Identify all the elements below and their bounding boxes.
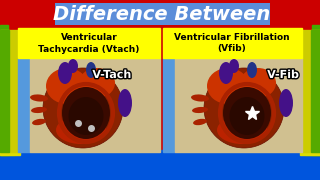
Ellipse shape	[79, 68, 115, 98]
Bar	[163, 28, 302, 58]
Ellipse shape	[279, 89, 293, 117]
Ellipse shape	[207, 68, 249, 104]
Ellipse shape	[229, 59, 239, 73]
Bar	[0, 45, 15, 155]
Ellipse shape	[193, 119, 207, 125]
FancyBboxPatch shape	[55, 3, 270, 25]
Ellipse shape	[56, 116, 106, 144]
Bar	[30, 58, 160, 152]
Bar	[311, 30, 320, 152]
Bar	[18, 28, 160, 58]
Bar	[0, 25, 8, 155]
Ellipse shape	[43, 68, 123, 148]
Ellipse shape	[62, 87, 110, 139]
Text: Difference Between: Difference Between	[53, 4, 271, 24]
Text: V-Tach: V-Tach	[92, 70, 132, 80]
Ellipse shape	[68, 97, 103, 135]
Ellipse shape	[46, 68, 88, 104]
Ellipse shape	[229, 97, 265, 135]
Bar	[18, 58, 30, 152]
Bar	[300, 50, 320, 155]
Ellipse shape	[204, 68, 284, 148]
Ellipse shape	[219, 62, 233, 84]
Bar	[302, 30, 320, 152]
Ellipse shape	[240, 68, 276, 98]
Text: (Vfib): (Vfib)	[218, 44, 246, 53]
Ellipse shape	[191, 94, 209, 102]
Ellipse shape	[192, 107, 208, 113]
Bar	[163, 58, 175, 152]
Text: Tachycardia (Vtach): Tachycardia (Vtach)	[38, 44, 140, 53]
Ellipse shape	[118, 89, 132, 117]
Text: Ventricular: Ventricular	[60, 33, 117, 42]
Ellipse shape	[247, 62, 257, 78]
Bar	[175, 58, 302, 152]
Bar	[0, 50, 20, 155]
Ellipse shape	[30, 94, 48, 102]
Ellipse shape	[223, 87, 271, 139]
Ellipse shape	[68, 59, 78, 73]
Bar	[305, 45, 320, 155]
Ellipse shape	[58, 62, 72, 84]
Text: Ventricular Fibrillation: Ventricular Fibrillation	[174, 33, 290, 42]
Ellipse shape	[86, 62, 96, 78]
Bar	[0, 30, 18, 152]
Ellipse shape	[217, 116, 267, 144]
Bar	[0, 30, 9, 152]
Bar	[0, 150, 320, 180]
Bar	[312, 25, 320, 155]
Ellipse shape	[31, 107, 47, 113]
Text: V-Fib: V-Fib	[267, 70, 299, 80]
Ellipse shape	[32, 119, 46, 125]
